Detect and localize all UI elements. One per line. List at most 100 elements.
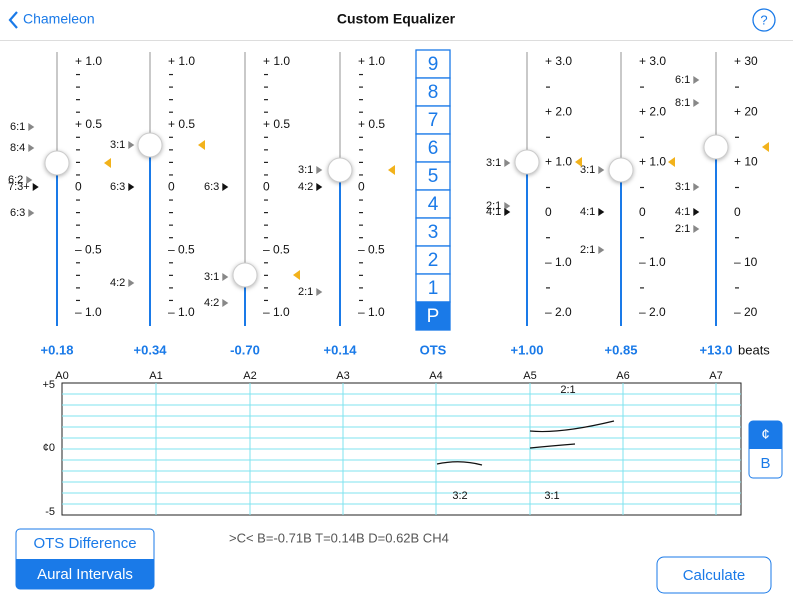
interval-marker: 3:1 — [110, 139, 125, 151]
scale-label: + 2.0 — [639, 104, 666, 118]
interval-marker: 4:1 — [580, 206, 595, 218]
scale-label: + 3.0 — [545, 54, 572, 68]
unit-cents[interactable]: ¢ — [761, 426, 769, 443]
interval-marker: 6:3 — [204, 181, 219, 193]
ots-button[interactable]: 5 — [428, 166, 439, 187]
scale-label: – 1.0 — [358, 305, 385, 319]
slider-thumb[interactable] — [137, 132, 163, 158]
calculate-frame — [656, 556, 772, 594]
scale-label: 0 — [639, 205, 646, 219]
graph-x-label: A2 — [243, 370, 256, 382]
slider-value: +0.34 — [134, 342, 168, 357]
target-triangle — [575, 157, 582, 167]
interval-marker: 4:2 — [204, 297, 219, 309]
help-button[interactable]: ? — [760, 12, 767, 27]
back-button[interactable]: Chameleon — [23, 11, 95, 27]
scale-label: – 1.0 — [639, 255, 666, 269]
interval-marker: 6:1 — [675, 74, 690, 86]
interval-marker: 2:1 — [580, 244, 595, 256]
slider-thumb[interactable] — [703, 134, 729, 160]
graph: A0 A1 A2 A3 A4 A5 A6 A7 +5 ¢0 -5 2:1 3:2 3:1 — [42, 370, 742, 518]
interval-marker: 6:3 — [110, 181, 125, 193]
scale-label: – 0.5 — [358, 242, 385, 256]
back-chevron[interactable] — [8, 11, 18, 29]
ots-button[interactable]: 4 — [428, 194, 439, 215]
ots-button-frame — [415, 49, 451, 79]
scale-label: + 3.0 — [639, 54, 666, 68]
slider-thumb[interactable] — [608, 157, 634, 183]
slider-value: -0.70 — [230, 342, 260, 357]
ots-button[interactable]: 6 — [428, 138, 439, 159]
ots-button[interactable]: 3 — [428, 222, 439, 243]
ots-button[interactable]: 8 — [428, 82, 439, 103]
interval-marker: 8:4 — [10, 142, 25, 154]
ots-button[interactable]: P — [427, 306, 440, 327]
help-circle[interactable] — [752, 8, 776, 32]
scale-label: – 1.0 — [263, 305, 290, 319]
graph-x-label: A5 — [523, 370, 536, 382]
calculate-button[interactable]: Calculate — [683, 567, 746, 584]
scale-label: + 0.5 — [168, 117, 195, 131]
graph-annotation: 3:1 — [544, 490, 559, 502]
graph-x-label: A3 — [336, 370, 349, 382]
interval-marker: 6:1 — [10, 121, 25, 133]
scale-label: 0 — [545, 205, 552, 219]
scale-label: + 0.5 — [75, 117, 102, 131]
marker-triangle — [222, 273, 229, 281]
interval-marker: 6:3 — [10, 207, 25, 219]
target-triangle — [104, 158, 111, 168]
slider-thumb[interactable] — [514, 149, 540, 175]
marker-triangle — [504, 208, 511, 216]
interval-marker: 4:2 — [298, 181, 313, 193]
marker-triangle — [316, 288, 323, 296]
marker-triangle — [598, 208, 605, 216]
nav-title: Custom Equalizer — [337, 11, 456, 27]
ots-button[interactable]: 1 — [428, 278, 439, 299]
graph-x-label: A1 — [149, 370, 162, 382]
interval-marker: 3:1 — [298, 164, 313, 176]
slider-thumb[interactable] — [44, 150, 70, 176]
status-text: >C< B=-0.71B T=0.14B D=0.62B CH4 — [229, 530, 449, 545]
ots-button[interactable]: 7 — [428, 110, 439, 131]
unit-beats[interactable]: B — [760, 455, 770, 472]
scale-label: – 2.0 — [639, 305, 666, 319]
scale-label: 0 — [358, 180, 365, 194]
slider-thumb[interactable] — [232, 262, 258, 288]
marker-triangle — [316, 166, 323, 174]
marker-triangle — [222, 299, 229, 307]
scale-label: + 20 — [734, 104, 758, 118]
slider-value: +1.00 — [511, 342, 544, 357]
interval-marker: 3:1 — [580, 164, 595, 176]
aural-intervals-button[interactable]: Aural Intervals — [37, 566, 133, 583]
ots-button-frame — [415, 301, 451, 331]
interval-marker: 6:2 — [8, 174, 23, 186]
scale-label: – 10 — [734, 255, 758, 269]
marker-triangle — [504, 159, 511, 167]
interval-marker: 4:1 — [486, 206, 501, 218]
scale-label: – 2.0 — [545, 305, 572, 319]
graph-y-label: +5 — [42, 379, 55, 391]
graph-x-label: A7 — [709, 370, 722, 382]
scale-label: + 1.0 — [358, 54, 385, 68]
ots-button[interactable]: 9 — [428, 54, 439, 75]
marker-triangle — [222, 183, 229, 191]
marker-triangle — [693, 99, 700, 107]
scale-label: 0 — [263, 180, 270, 194]
ots-button[interactable]: 2 — [428, 250, 439, 271]
scale-label: + 1.0 — [168, 54, 195, 68]
ots-difference-button[interactable]: OTS Difference — [33, 535, 136, 552]
marker-triangle — [128, 183, 135, 191]
units-label: beats — [738, 342, 770, 357]
target-triangle — [293, 270, 300, 280]
marker-triangle — [28, 144, 35, 152]
target-triangle — [668, 157, 675, 167]
scale-label: + 1.0 — [545, 155, 572, 169]
scale-label: – 1.0 — [545, 255, 572, 269]
ots-label: OTS — [420, 342, 447, 357]
slider-thumb[interactable] — [327, 157, 353, 183]
marker-triangle — [598, 166, 605, 174]
scale-label: 0 — [75, 180, 82, 194]
scale-label: + 30 — [734, 54, 758, 68]
slider-value: +0.18 — [41, 342, 74, 357]
